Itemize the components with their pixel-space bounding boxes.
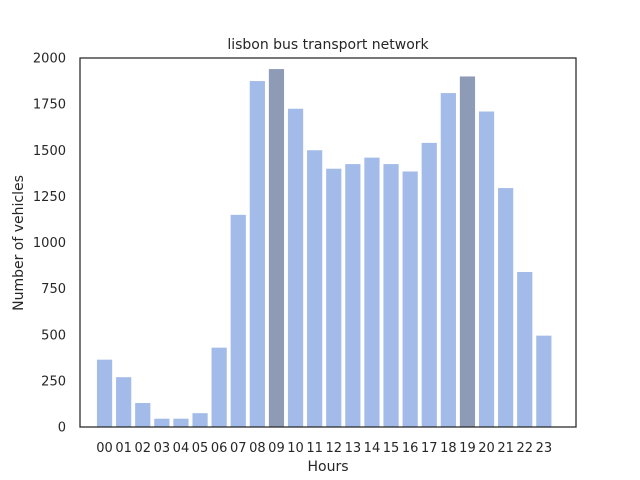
y-tick-label-250: 250 bbox=[41, 374, 66, 389]
bar-18 bbox=[440, 93, 456, 427]
bar-07 bbox=[230, 214, 246, 427]
bar-04 bbox=[173, 418, 189, 427]
y-tick-label-750: 750 bbox=[41, 282, 66, 297]
bar-06 bbox=[211, 347, 227, 427]
x-tick-label-11: 11 bbox=[306, 441, 323, 456]
x-tick-label-16: 16 bbox=[402, 441, 419, 456]
x-tick-label-04: 04 bbox=[173, 441, 190, 456]
x-tick-label-02: 02 bbox=[134, 441, 151, 456]
y-tick-label-1500: 1500 bbox=[33, 144, 66, 159]
bar-14 bbox=[364, 157, 380, 427]
y-tick-label-1250: 1250 bbox=[33, 190, 66, 205]
bar-17 bbox=[421, 142, 437, 427]
bar-19 bbox=[459, 76, 476, 427]
bar-00 bbox=[96, 359, 113, 427]
plot-frame bbox=[79, 57, 577, 428]
x-tick-label-00: 00 bbox=[96, 441, 113, 456]
x-tick-label-20: 20 bbox=[478, 441, 495, 456]
bar-20 bbox=[478, 111, 495, 427]
x-tick-label-18: 18 bbox=[440, 441, 457, 456]
x-tick-label-17: 17 bbox=[421, 441, 438, 456]
y-tick-label-1000: 1000 bbox=[33, 236, 66, 251]
bar-05 bbox=[192, 413, 208, 427]
bar-15 bbox=[383, 164, 399, 427]
chart-title: lisbon bus transport network bbox=[227, 37, 429, 53]
x-tick-label-22: 22 bbox=[516, 441, 533, 456]
x-tick-label-23: 23 bbox=[536, 441, 553, 456]
bar-08 bbox=[249, 81, 265, 427]
x-tick-label-01: 01 bbox=[115, 441, 132, 456]
x-tick-label-15: 15 bbox=[383, 441, 400, 456]
y-tick-labels: 0 250 500 750 1000 1250 1500 1750 2000 bbox=[33, 52, 66, 436]
bar-16 bbox=[402, 171, 418, 427]
x-tick-label-08: 08 bbox=[249, 441, 266, 456]
x-tick-label-05: 05 bbox=[192, 441, 209, 456]
x-tick-label-06: 06 bbox=[211, 441, 228, 456]
y-tick-label-1750: 1750 bbox=[33, 98, 66, 113]
bar-10 bbox=[287, 108, 304, 428]
x-tick-label-12: 12 bbox=[325, 441, 342, 456]
bar-13 bbox=[345, 164, 361, 427]
x-tick-label-03: 03 bbox=[154, 441, 171, 456]
bar-03 bbox=[154, 418, 170, 427]
x-tick-label-13: 13 bbox=[345, 441, 362, 456]
bar-22 bbox=[517, 272, 533, 427]
x-tick-label-10: 10 bbox=[287, 441, 304, 456]
bar-01 bbox=[116, 377, 132, 427]
x-axis-label: Hours bbox=[307, 459, 348, 475]
x-tick-label-09: 09 bbox=[268, 441, 285, 456]
x-tick-label-07: 07 bbox=[230, 441, 247, 456]
x-tick-labels: 00 01 02 03 04 05 06 07 08 09 10 11 12 13 14 15 16 17 18 19… bbox=[96, 441, 552, 456]
bar-09 bbox=[268, 69, 285, 427]
bar-11 bbox=[307, 150, 323, 427]
x-tick-label-14: 14 bbox=[364, 441, 381, 456]
x-tick-label-19: 19 bbox=[459, 441, 476, 456]
bar-group bbox=[96, 69, 552, 428]
y-tick-label-0: 0 bbox=[58, 421, 66, 436]
y-axis-label: Number of vehicles bbox=[11, 175, 27, 311]
y-tick-label-500: 500 bbox=[41, 328, 66, 343]
bar-02 bbox=[135, 403, 151, 427]
y-tick-label-2000: 2000 bbox=[33, 52, 66, 67]
bar-12 bbox=[326, 168, 342, 427]
bar-21 bbox=[498, 188, 514, 427]
x-tick-label-21: 21 bbox=[497, 441, 514, 456]
bar-23 bbox=[536, 335, 552, 427]
